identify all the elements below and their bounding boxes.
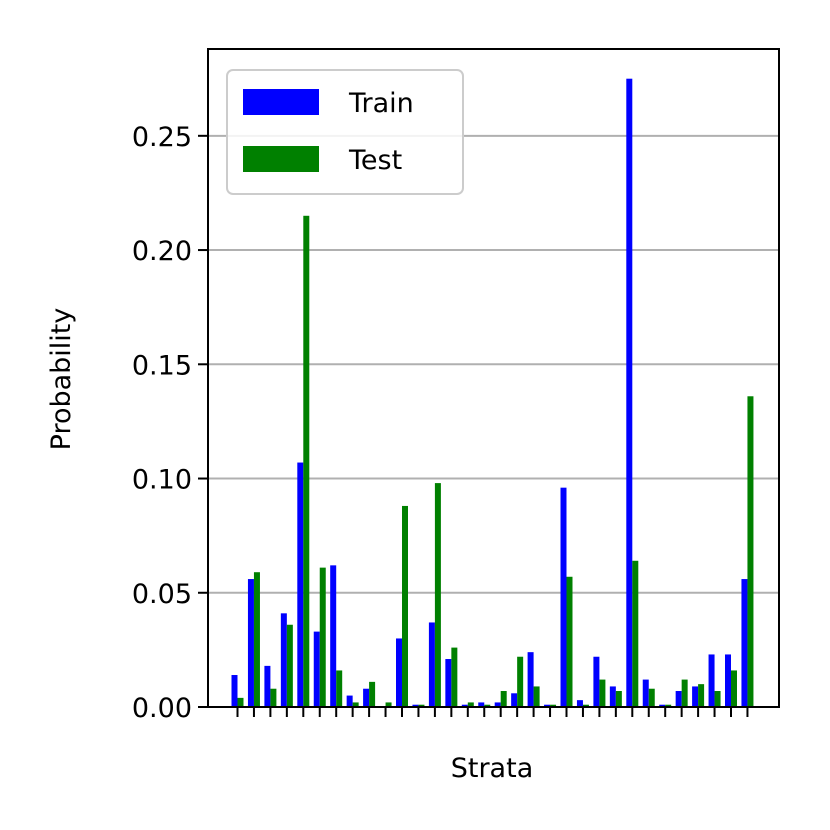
y-ticks: 0.00 0.05 0.10 0.15 0.20 0.25: [132, 122, 208, 724]
bar-train: [609, 686, 616, 707]
bar-train: [412, 704, 419, 707]
bar-test: [237, 697, 244, 707]
axes: [207, 48, 780, 708]
y-tick-label: 0.25: [132, 122, 192, 153]
bar-train: [396, 638, 402, 707]
bar-test: [451, 647, 458, 707]
bar-test: [681, 679, 688, 707]
y-tick-label: 0.10: [132, 465, 192, 496]
bar-test: [270, 688, 277, 707]
bar-test: [648, 688, 655, 707]
y-tick-label: 0.00: [132, 693, 192, 724]
x-ticks: [236, 707, 749, 717]
bar-test: [698, 684, 705, 707]
bar-train: [560, 487, 567, 707]
bar-test: [402, 505, 408, 707]
legend: Train Test: [226, 69, 464, 195]
bar-test: [352, 702, 359, 707]
bar-train: [576, 700, 583, 707]
legend-box: [226, 69, 464, 195]
legend-swatch-train: [243, 89, 319, 115]
bar-test: [632, 560, 639, 707]
bar-test: [369, 681, 376, 707]
bar-train: [346, 695, 353, 707]
bar-train: [264, 665, 271, 707]
bar-train: [297, 462, 304, 707]
legend-label-test: Test: [348, 145, 402, 176]
bar-test: [484, 704, 491, 707]
bar-train: [544, 704, 551, 707]
bar-test: [286, 624, 293, 707]
bar-test: [319, 567, 326, 707]
bar-test: [500, 691, 507, 707]
bar-train: [247, 579, 254, 707]
bar-train: [725, 654, 731, 707]
bar-test: [467, 702, 474, 707]
plot-frame: [207, 48, 780, 708]
bar-test: [336, 670, 343, 707]
bar-test: [566, 576, 573, 707]
bar-train: [708, 654, 715, 707]
bar-train: [330, 565, 337, 707]
bars: [231, 78, 754, 707]
bar-train: [313, 631, 320, 707]
bar-train: [527, 652, 534, 707]
bar-test: [550, 704, 557, 707]
bar-test: [599, 679, 606, 707]
bar-test: [533, 686, 540, 707]
bar-train: [428, 622, 435, 707]
bar-train: [363, 688, 370, 707]
y-axis-title: Probability: [46, 308, 77, 451]
x-axis-title: Strata: [451, 753, 534, 784]
legend-swatch-test: [243, 146, 319, 172]
y-tick-label: 0.15: [132, 350, 192, 381]
bar-train: [642, 679, 649, 707]
bar-train: [692, 686, 699, 707]
bar-test: [434, 483, 441, 707]
bar-train: [741, 579, 748, 707]
bar-train: [478, 702, 485, 707]
bar-test: [615, 691, 622, 707]
gridlines: [208, 134, 779, 594]
bar-train: [231, 675, 238, 707]
bar-train: [445, 659, 452, 707]
bar-test: [665, 704, 672, 707]
bar-test: [517, 656, 524, 707]
bar-test: [747, 396, 754, 707]
bar-train: [280, 613, 287, 707]
bar-test: [582, 704, 589, 707]
bar-train: [675, 691, 682, 707]
y-tick-label: 0.05: [132, 579, 192, 610]
bar-train: [494, 702, 501, 707]
bar-test: [714, 691, 721, 707]
bar-train: [659, 704, 666, 707]
bar-test: [253, 572, 260, 707]
bar-train: [593, 656, 600, 707]
bar-train: [461, 704, 468, 707]
y-tick-label: 0.20: [132, 236, 192, 267]
legend-label-train: Train: [348, 88, 414, 119]
bar-test: [731, 670, 737, 707]
bar-train: [626, 78, 633, 707]
bar-test: [418, 704, 425, 707]
bar-test: [385, 702, 392, 707]
bar-test: [303, 215, 310, 707]
bar-train: [511, 693, 518, 707]
